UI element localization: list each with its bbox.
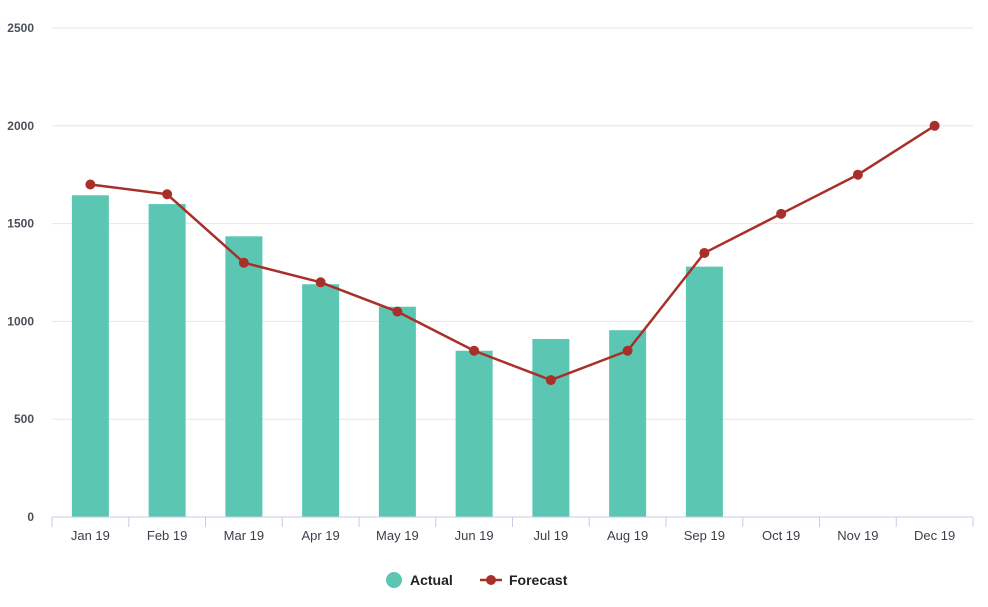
legend: Actual Forecast bbox=[386, 572, 568, 588]
forecast-point bbox=[162, 189, 173, 200]
forecast-line bbox=[85, 120, 940, 386]
bar bbox=[71, 195, 109, 517]
y-tick-label: 2500 bbox=[7, 21, 34, 35]
x-tick-label: Aug 19 bbox=[607, 528, 648, 543]
forecast-point bbox=[392, 306, 403, 317]
legend-actual-label: Actual bbox=[410, 572, 453, 588]
actual-bars bbox=[71, 195, 723, 518]
bar bbox=[455, 350, 493, 517]
forecast-point bbox=[622, 345, 633, 356]
x-tick-label: Jun 19 bbox=[455, 528, 494, 543]
x-axis-ticks: Jan 19 Feb 19 Mar 19 Apr 19 May 19 Jun 19 Jul … bbox=[51, 517, 974, 543]
y-tick-label: 1500 bbox=[7, 217, 34, 231]
y-tick-label: 2000 bbox=[7, 119, 34, 133]
x-tick-label: Mar 19 bbox=[224, 528, 264, 543]
y-axis-ticks: 0 500 1000 1500 2000 2500 bbox=[7, 21, 34, 524]
forecast-point bbox=[238, 257, 249, 268]
bar bbox=[609, 330, 647, 517]
forecast-point bbox=[315, 277, 326, 288]
bar bbox=[225, 236, 263, 517]
bar bbox=[302, 284, 340, 517]
forecast-series-line bbox=[90, 124, 936, 382]
forecast-point bbox=[699, 247, 710, 258]
gridlines bbox=[52, 27, 973, 420]
x-tick-label: Feb 19 bbox=[147, 528, 187, 543]
x-tick-label: Oct 19 bbox=[762, 528, 800, 543]
forecast-point bbox=[469, 345, 480, 356]
x-tick-label: Dec 19 bbox=[914, 528, 955, 543]
x-tick-label: May 19 bbox=[376, 528, 419, 543]
legend-forecast-swatch-dot bbox=[486, 575, 496, 585]
bar bbox=[685, 266, 723, 517]
x-tick-label: Jul 19 bbox=[534, 528, 569, 543]
x-tick-label: Apr 19 bbox=[301, 528, 339, 543]
bar bbox=[148, 204, 186, 518]
legend-actual-swatch bbox=[386, 572, 402, 588]
forecast-point bbox=[852, 169, 863, 180]
y-tick-label: 1000 bbox=[7, 314, 34, 328]
x-tick-label: Jan 19 bbox=[71, 528, 110, 543]
y-tick-label: 0 bbox=[27, 510, 34, 524]
forecast-point bbox=[85, 179, 96, 190]
y-tick-label: 500 bbox=[14, 412, 34, 426]
x-tick-label: Nov 19 bbox=[837, 528, 878, 543]
forecast-point bbox=[929, 120, 940, 131]
x-tick-label: Sep 19 bbox=[684, 528, 725, 543]
bar bbox=[532, 339, 570, 517]
legend-forecast-label: Forecast bbox=[509, 572, 568, 588]
bar bbox=[378, 306, 416, 517]
forecast-point bbox=[776, 208, 787, 219]
forecast-point bbox=[545, 375, 556, 386]
